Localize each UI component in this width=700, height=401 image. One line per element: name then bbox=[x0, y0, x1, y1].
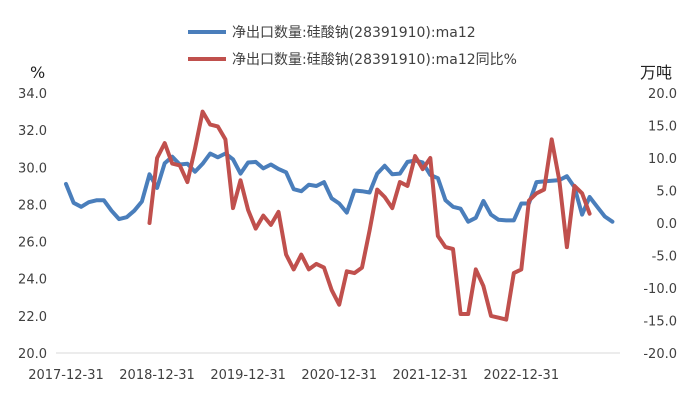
x-tick-label: 2020-12-31 bbox=[301, 368, 377, 383]
series-layer bbox=[64, 109, 615, 322]
right-tick-label: 0.0 bbox=[656, 217, 677, 232]
right-tick-label: 10.0 bbox=[648, 152, 677, 167]
left-tick-label: 26.0 bbox=[18, 236, 47, 251]
x-axis-ticks: 2017-12-31 2018-12-31 2019-12-31 2020-12-31… bbox=[28, 368, 559, 383]
left-tick-label: 24.0 bbox=[18, 273, 47, 288]
legend-label-series-1: 净出口数量:硅酸钠(28391910):ma12 bbox=[232, 25, 476, 41]
right-tick-label: 15.0 bbox=[648, 120, 677, 135]
left-axis-ticks: 20.0 22.0 24.0 26.0 28.0 30.0 32.0 34.0 bbox=[18, 87, 47, 362]
x-tick-label: 2019-12-31 bbox=[210, 368, 286, 383]
right-tick-label: 5.0 bbox=[656, 185, 677, 200]
x-tick-label: 2021-12-31 bbox=[392, 368, 468, 383]
right-axis-unit: 万吨 bbox=[640, 63, 672, 82]
right-axis-ticks: -20.0 -15.0 -10.0 -5.0 0.0 5.0 10.0 15.0 20.0 bbox=[643, 87, 677, 362]
x-tick-label: 2022-12-31 bbox=[484, 368, 560, 383]
right-tick-label: -15.0 bbox=[643, 315, 677, 330]
legend: 净出口数量:硅酸钠(28391910):ma12 净出口数量:硅酸钠(28391… bbox=[188, 25, 517, 68]
right-tick-label: -20.0 bbox=[643, 347, 677, 362]
series-line-1 bbox=[64, 151, 615, 224]
right-tick-label: -5.0 bbox=[652, 250, 677, 265]
left-axis-unit: % bbox=[30, 63, 45, 82]
left-tick-label: 32.0 bbox=[18, 124, 47, 139]
series-line-2 bbox=[147, 109, 592, 322]
right-tick-label: -10.0 bbox=[643, 282, 677, 297]
left-tick-label: 28.0 bbox=[18, 198, 47, 213]
x-tick-label: 2017-12-31 bbox=[28, 368, 104, 383]
x-tick-label: 2018-12-31 bbox=[119, 368, 195, 383]
left-tick-label: 22.0 bbox=[18, 310, 47, 325]
left-tick-label: 34.0 bbox=[18, 87, 47, 102]
left-tick-label: 30.0 bbox=[18, 161, 47, 176]
legend-label-series-2: 净出口数量:硅酸钠(28391910):ma12同比% bbox=[232, 52, 517, 68]
left-tick-label: 20.0 bbox=[18, 347, 47, 362]
right-tick-label: 20.0 bbox=[648, 87, 677, 102]
